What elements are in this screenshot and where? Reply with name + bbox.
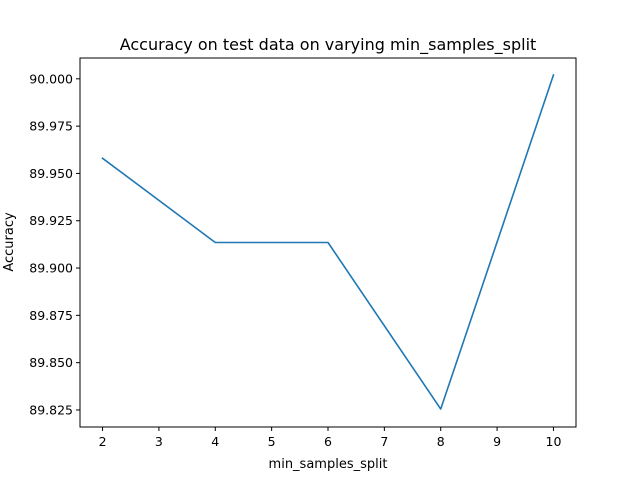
y-tick-label: 89.850 <box>29 355 73 370</box>
x-tick-label: 10 <box>546 434 562 449</box>
plot-area <box>79 57 577 428</box>
x-axis-label: min_samples_split <box>269 457 388 472</box>
x-tick-label: 6 <box>324 434 332 449</box>
y-tick-label: 89.900 <box>29 261 73 276</box>
y-axis-ticks: 89.825 89.850 89.875 89.900 89.925 89.950 89.9… <box>29 71 80 417</box>
x-tick-label: 7 <box>380 434 388 449</box>
y-tick-label: 89.975 <box>29 119 73 134</box>
chart-title: Accuracy on test data on varying min_sam… <box>120 35 537 55</box>
y-axis-label: Accuracy <box>2 212 17 272</box>
x-tick-label: 9 <box>493 434 501 449</box>
y-tick-label: 89.825 <box>29 402 73 417</box>
x-tick-label: 5 <box>268 434 276 449</box>
y-tick-label: 89.950 <box>29 166 73 181</box>
y-tick-label: 90.000 <box>29 71 73 86</box>
x-axis-ticks: 2 3 4 5 6 7 8 9 10 <box>99 427 562 449</box>
y-tick-label: 89.875 <box>29 308 73 323</box>
y-tick-label: 89.925 <box>29 213 73 228</box>
x-tick-label: 8 <box>437 434 445 449</box>
x-tick-label: 3 <box>155 434 163 449</box>
x-tick-label: 4 <box>211 434 219 449</box>
series-line-0 <box>101 74 555 410</box>
x-tick-label: 2 <box>99 434 107 449</box>
